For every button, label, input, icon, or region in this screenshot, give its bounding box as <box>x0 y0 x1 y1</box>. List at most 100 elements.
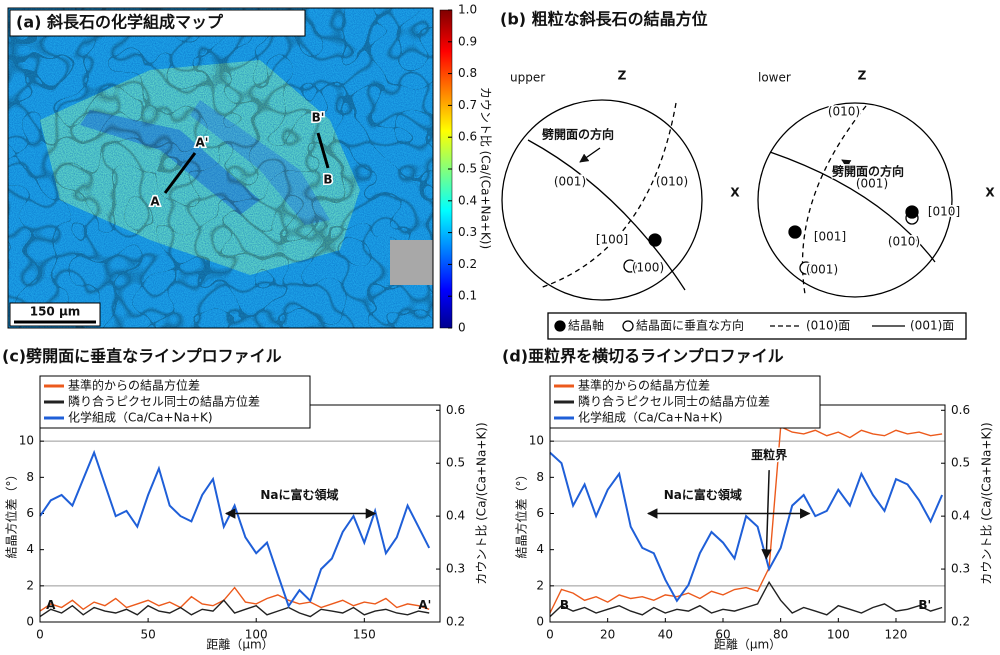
x-tick-label: 120 <box>885 628 908 642</box>
y2-tick-label: 0.3 <box>951 562 970 576</box>
colorbar-tick-label: 0.2 <box>458 257 477 271</box>
annotation: B' <box>918 598 931 612</box>
colorbar-tick-label: 0.4 <box>458 193 477 207</box>
x-tick-label: 40 <box>658 628 673 642</box>
y-tick-label: 6 <box>26 506 34 520</box>
map <box>7 7 434 329</box>
annotation-arrow <box>761 470 772 560</box>
net-name: lower <box>758 71 791 85</box>
net-label: (100) <box>632 261 664 275</box>
annotation: A <box>46 598 56 612</box>
legend-label: (001)面 <box>910 319 954 333</box>
net-axis-label: X <box>730 186 740 200</box>
annotation: B <box>560 598 569 612</box>
scale-bar-label: 150 μm <box>30 305 81 319</box>
y-tick-label: 2 <box>26 578 34 592</box>
x-tick-label: 100 <box>245 628 268 642</box>
colorbar-tick-label: 0.8 <box>458 66 477 80</box>
series-line <box>39 586 430 612</box>
annotation: 亜粒界 <box>751 447 787 462</box>
y-axis-label: 結晶方位差（°） <box>514 468 529 558</box>
legend-label: 隣り合うピクセル同士の結晶方位差 <box>68 394 260 409</box>
net-label: [001] <box>814 230 846 244</box>
point-label: A' <box>196 136 209 150</box>
x-axis-label: 距離（μm） <box>206 638 273 652</box>
x-tick-label: 0 <box>36 628 44 642</box>
series-line <box>549 580 943 618</box>
legend-label: 化学組成（Ca/Ca+Na+K) <box>68 410 213 425</box>
legend-box <box>39 375 311 429</box>
colorbar-tick-label: 0.7 <box>458 98 477 112</box>
point-label: B <box>323 173 332 187</box>
y2-tick-label: 0.2 <box>446 615 465 629</box>
y-tick-label: 10 <box>19 434 34 448</box>
series-line <box>39 449 431 609</box>
net-label: (001) <box>554 175 586 189</box>
legend-label: 基準的からの結晶方位差 <box>68 378 200 393</box>
legend-label: 化学組成（Ca/Ca+Na+K) <box>578 410 723 425</box>
y-tick-label: 0 <box>536 615 544 629</box>
net-label: [100] <box>596 233 628 247</box>
x-tick-label: 80 <box>773 628 788 642</box>
net-label: (010) <box>656 175 688 189</box>
legend-label: (010)面 <box>806 319 850 333</box>
legend-label: 結晶面に垂直な方向 <box>636 318 744 333</box>
y-tick-label: 0 <box>26 615 34 629</box>
y2-tick-label: 0.6 <box>446 403 465 417</box>
x-tick-label: 50 <box>140 628 155 642</box>
y2-tick-label: 0.4 <box>951 509 970 523</box>
colorbar-tick-label: 0 <box>458 321 466 335</box>
colorbar-label: カウント比 (Ca/(Ca+Na+K)) <box>479 87 493 249</box>
net-axis-label: X <box>985 186 995 200</box>
net-label: 劈開面の方向 <box>831 164 904 179</box>
colorbar-tick-label: 0.6 <box>458 130 477 144</box>
net-name: upper <box>510 71 545 85</box>
colorbar-tick-label: 0.3 <box>458 225 477 239</box>
y2-axis-label: カウント比 (Ca/(Ca+Na+K)) <box>980 422 994 584</box>
y2-tick-label: 0.5 <box>951 456 970 470</box>
colorbar-tick-label: 0.9 <box>458 34 477 48</box>
y2-tick-label: 0.2 <box>951 615 970 629</box>
x-tick-label: 20 <box>600 628 615 642</box>
x-axis-label: 距離（μm） <box>714 638 781 652</box>
y2-tick-label: 0.4 <box>446 509 465 523</box>
point-label: A <box>150 195 160 209</box>
series-line <box>549 451 944 603</box>
chart-title: (d)亜粒界を横切るラインプロファイル <box>502 347 784 366</box>
y-tick-label: 4 <box>536 542 544 556</box>
y-axis-label: 結晶方位差（°） <box>4 468 19 558</box>
net-label: [010] <box>928 205 960 219</box>
net-axis-label: Z <box>618 69 627 83</box>
x-tick-label: 0 <box>546 628 554 642</box>
colorbar-tick-label: 1.0 <box>458 3 477 17</box>
y-tick-label: 4 <box>26 542 34 556</box>
legend-label: 結晶軸 <box>568 319 604 333</box>
annotation: Naに富む領域 <box>664 487 742 502</box>
panel-title: (b) 粗粒な斜長石の結晶方位 <box>500 10 708 29</box>
net-label: (001) <box>806 263 838 277</box>
x-tick-label: 60 <box>715 628 730 642</box>
annotation: Naに富む領域 <box>260 487 338 502</box>
x-tick-label: 150 <box>353 628 376 642</box>
y2-tick-label: 0.6 <box>951 403 970 417</box>
y2-tick-label: 0.3 <box>446 562 465 576</box>
net-label: (010) <box>828 105 860 119</box>
colorbar-tick-label: 0.1 <box>458 289 477 303</box>
y-tick-label: 6 <box>536 506 544 520</box>
y-tick-label: 2 <box>536 578 544 592</box>
annotation: A' <box>418 598 431 612</box>
legend-label: 基準的からの結晶方位差 <box>578 378 710 393</box>
series-line <box>39 599 430 618</box>
series-line <box>549 425 943 614</box>
y-tick-label: 10 <box>529 434 544 448</box>
y2-axis-label: カウント比 (Ca/(Ca+Na+K)) <box>475 422 489 584</box>
y-tick-label: 8 <box>536 470 544 484</box>
net-label: (001) <box>856 177 888 191</box>
y-tick-label: 8 <box>26 470 34 484</box>
chart-title: (c)劈開面に垂直なラインプロファイル <box>2 347 282 366</box>
y2-tick-label: 0.5 <box>446 456 465 470</box>
legend-box <box>549 375 821 429</box>
net-label: (010) <box>888 235 920 249</box>
net-label: 劈開面の方向 <box>541 127 614 142</box>
